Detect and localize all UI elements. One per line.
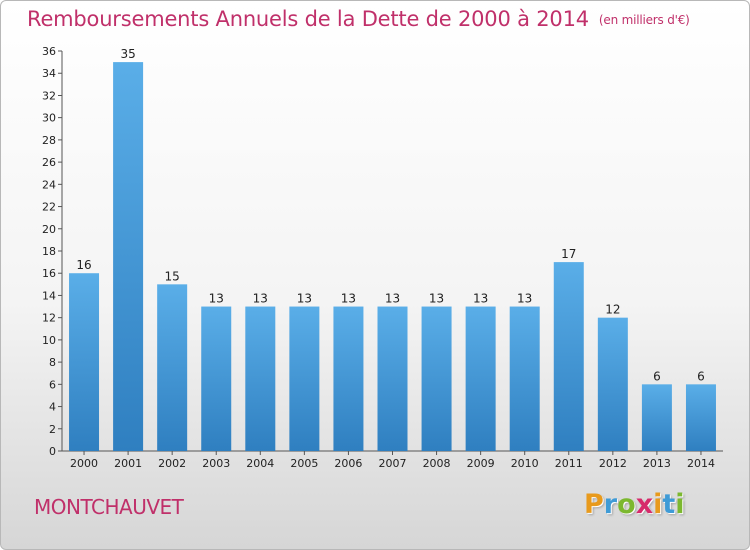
x-tick-label: 2002 (158, 457, 186, 470)
bar-2013 (641, 384, 672, 451)
x-tick-label: 2010 (511, 457, 539, 470)
bar-value-label: 13 (341, 292, 356, 306)
bar-2010 (509, 306, 540, 451)
x-tick-label: 2006 (334, 457, 362, 470)
x-tick-label: 2012 (599, 457, 627, 470)
bar-value-label: 17 (561, 247, 576, 261)
bar-2006 (333, 306, 364, 451)
y-tick-label: 28 (42, 134, 56, 147)
x-tick-label: 2013 (643, 457, 671, 470)
logo-letter: t (662, 489, 676, 520)
bar-2007 (377, 306, 408, 451)
bar-value-label: 13 (385, 292, 400, 306)
chart-subtitle: (en milliers d'€) (598, 13, 690, 27)
y-tick-label: 4 (49, 401, 56, 414)
bar-value-label: 13 (297, 292, 312, 306)
bar-value-label: 12 (605, 303, 620, 317)
y-tick-label: 20 (42, 223, 56, 236)
bar-2003 (201, 306, 232, 451)
bar-2012 (597, 317, 628, 451)
y-tick-label: 10 (42, 334, 56, 347)
bar-value-label: 13 (517, 292, 532, 306)
logo-letter: i (675, 489, 685, 520)
x-tick-label: 2009 (467, 457, 495, 470)
y-tick-label: 2 (49, 423, 56, 436)
bar-2011 (553, 262, 584, 451)
bar-2004 (245, 306, 276, 451)
y-tick-label: 16 (42, 267, 56, 280)
logo-letter: r (603, 489, 618, 520)
chart-title: Remboursements Annuels de la Dette de 20… (27, 7, 589, 31)
x-tick-label: 2011 (555, 457, 583, 470)
bar-2002 (157, 284, 188, 451)
logo-letter: P (584, 489, 604, 520)
y-tick-label: 14 (42, 289, 56, 302)
bar-2000 (69, 273, 100, 451)
x-tick-label: 2007 (379, 457, 407, 470)
bar-value-label: 6 (653, 369, 661, 383)
bar-value-label: 13 (253, 292, 268, 306)
bar-value-label: 13 (209, 292, 224, 306)
y-tick-label: 12 (42, 312, 56, 325)
y-tick-label: 24 (42, 178, 56, 191)
logo-letter: o (617, 489, 636, 520)
bar-2008 (421, 306, 452, 451)
bar-2014 (685, 384, 716, 451)
bars-layer: 16 35 15 13 13 13 13 13 13 13 13 17 12 6 6 (69, 47, 716, 451)
bar-value-label: 13 (429, 292, 444, 306)
proxiti-logo: Proxiti (584, 489, 685, 520)
bar-value-label: 13 (473, 292, 488, 306)
bar-value-label: 6 (697, 369, 705, 383)
x-tick-label: 2014 (687, 457, 715, 470)
bar-2001 (113, 62, 144, 451)
y-tick-label: 34 (42, 67, 56, 80)
logo-letter: i (653, 489, 663, 520)
x-tick-label: 2001 (114, 457, 142, 470)
bar-2009 (465, 306, 496, 451)
commune-name: MONTCHAUVET (34, 495, 184, 519)
y-tick-label: 32 (42, 89, 56, 102)
bar-value-label: 16 (76, 258, 91, 272)
x-tick-label: 2004 (246, 457, 274, 470)
y-tick-label: 0 (49, 445, 56, 458)
logo-letter: x (635, 489, 654, 520)
x-tick-label: 2000 (70, 457, 98, 470)
y-tick-label: 22 (42, 201, 56, 214)
bar-value-label: 15 (165, 269, 180, 283)
x-tick-label: 2005 (290, 457, 318, 470)
x-tick-label: 2003 (202, 457, 230, 470)
chart-title-block: Remboursements Annuels de la Dette de 20… (27, 7, 690, 31)
y-tick-label: 18 (42, 245, 56, 258)
x-tick-label: 2008 (423, 457, 451, 470)
bar-2005 (289, 306, 320, 451)
y-tick-label: 36 (42, 45, 56, 58)
y-tick-label: 30 (42, 112, 56, 125)
bar-value-label: 35 (120, 47, 135, 61)
y-tick-label: 26 (42, 156, 56, 169)
y-tick-label: 8 (49, 356, 56, 369)
y-tick-label: 6 (49, 378, 56, 391)
